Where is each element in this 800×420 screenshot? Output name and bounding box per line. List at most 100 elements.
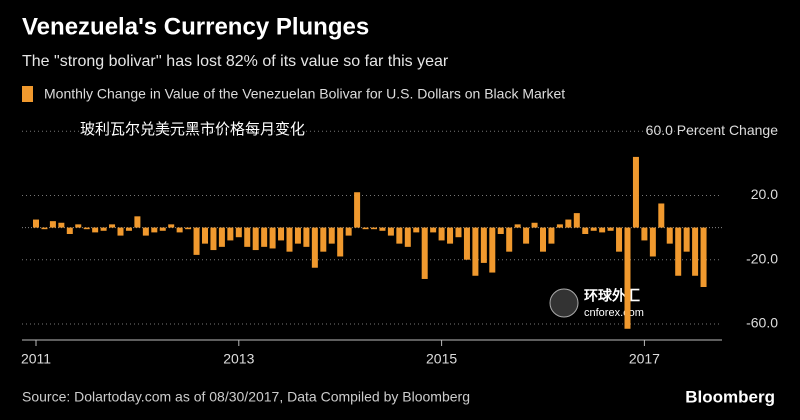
bar — [548, 227, 555, 244]
bar — [371, 227, 377, 230]
bar — [227, 227, 234, 241]
bar — [489, 227, 496, 273]
bar — [66, 227, 73, 234]
watermark-text: 环球外汇 — [584, 288, 640, 304]
bar — [514, 224, 521, 228]
bar — [134, 216, 141, 228]
bar — [92, 227, 99, 233]
bar — [210, 227, 217, 251]
bar — [683, 227, 690, 252]
bar — [142, 227, 149, 236]
bar — [506, 227, 513, 252]
annotation: 玻利瓦尔兑美元黑市价格每月变化 — [80, 121, 305, 138]
brand: Bloomberg — [685, 387, 775, 406]
bar — [649, 227, 656, 257]
bar — [404, 227, 411, 247]
bar — [125, 227, 132, 231]
bar — [362, 227, 369, 230]
bar — [286, 227, 293, 252]
bar — [151, 227, 158, 233]
bar — [269, 227, 276, 249]
source: Source: Dolartoday.com as of 08/30/2017,… — [22, 389, 470, 405]
bar — [109, 224, 116, 228]
bar — [337, 227, 344, 257]
bar — [168, 224, 175, 228]
bar — [235, 227, 242, 238]
x-tick-label: 2015 — [426, 351, 457, 367]
bar — [666, 227, 673, 244]
bar — [658, 203, 665, 228]
bar — [75, 224, 82, 228]
bar — [421, 227, 428, 279]
y-tick-label: 20.0 — [751, 186, 778, 202]
bar — [455, 227, 462, 238]
bar — [540, 227, 546, 252]
bar — [565, 219, 572, 228]
bar — [396, 227, 403, 244]
bar — [531, 222, 538, 228]
bar — [100, 227, 107, 231]
legend-swatch — [22, 86, 33, 102]
bar — [159, 227, 166, 231]
bar — [176, 227, 183, 233]
bar — [675, 227, 682, 276]
bar — [328, 227, 335, 244]
bar — [261, 227, 268, 247]
bar — [41, 227, 48, 230]
bar — [573, 213, 580, 228]
bar — [83, 227, 90, 230]
bar — [582, 227, 589, 234]
bar — [33, 219, 39, 228]
bar — [311, 227, 318, 268]
bar — [641, 227, 648, 241]
bar — [345, 227, 352, 236]
bar — [202, 227, 208, 244]
bar — [354, 192, 361, 228]
bar — [430, 227, 437, 233]
bar — [523, 227, 530, 244]
bar — [692, 227, 699, 276]
x-tick-label: 2011 — [21, 351, 51, 367]
bar — [185, 227, 192, 230]
bar — [193, 227, 200, 255]
bar — [632, 156, 639, 228]
bar — [49, 221, 56, 228]
bar — [590, 227, 597, 231]
bar — [497, 227, 504, 234]
bar — [294, 227, 301, 244]
bar — [624, 227, 631, 329]
bar — [447, 227, 454, 244]
bar — [607, 227, 614, 231]
x-tick-label: 2017 — [629, 351, 660, 367]
bar — [438, 227, 445, 241]
y-tick-label: 60.0 Percent Change — [646, 122, 779, 138]
bar — [244, 227, 251, 247]
bar — [320, 227, 327, 252]
watermark-url: cnforex.com — [584, 307, 644, 319]
bar — [480, 227, 487, 263]
bar — [413, 227, 420, 233]
bar — [472, 227, 479, 276]
x-tick-label: 2013 — [223, 351, 254, 367]
bar — [117, 227, 124, 236]
legend-label: Monthly Change in Value of the Venezuela… — [44, 86, 565, 102]
bar — [463, 227, 470, 260]
bar — [303, 227, 310, 247]
watermark-logo — [549, 288, 579, 318]
chart-subtitle: The "strong bolivar'' has lost 82% of it… — [22, 53, 449, 70]
bar — [556, 224, 563, 228]
bar — [379, 227, 386, 231]
chart-title: Venezuela's Currency Plunges — [22, 13, 369, 40]
bar — [387, 227, 394, 236]
bar — [599, 227, 606, 233]
bar — [278, 227, 285, 241]
bar — [252, 227, 259, 251]
bar — [616, 227, 623, 252]
bar — [218, 227, 225, 247]
y-tick-label: -60.0 — [746, 315, 778, 331]
bar — [58, 222, 65, 228]
bar — [700, 227, 707, 287]
y-tick-label: -20.0 — [746, 250, 778, 266]
